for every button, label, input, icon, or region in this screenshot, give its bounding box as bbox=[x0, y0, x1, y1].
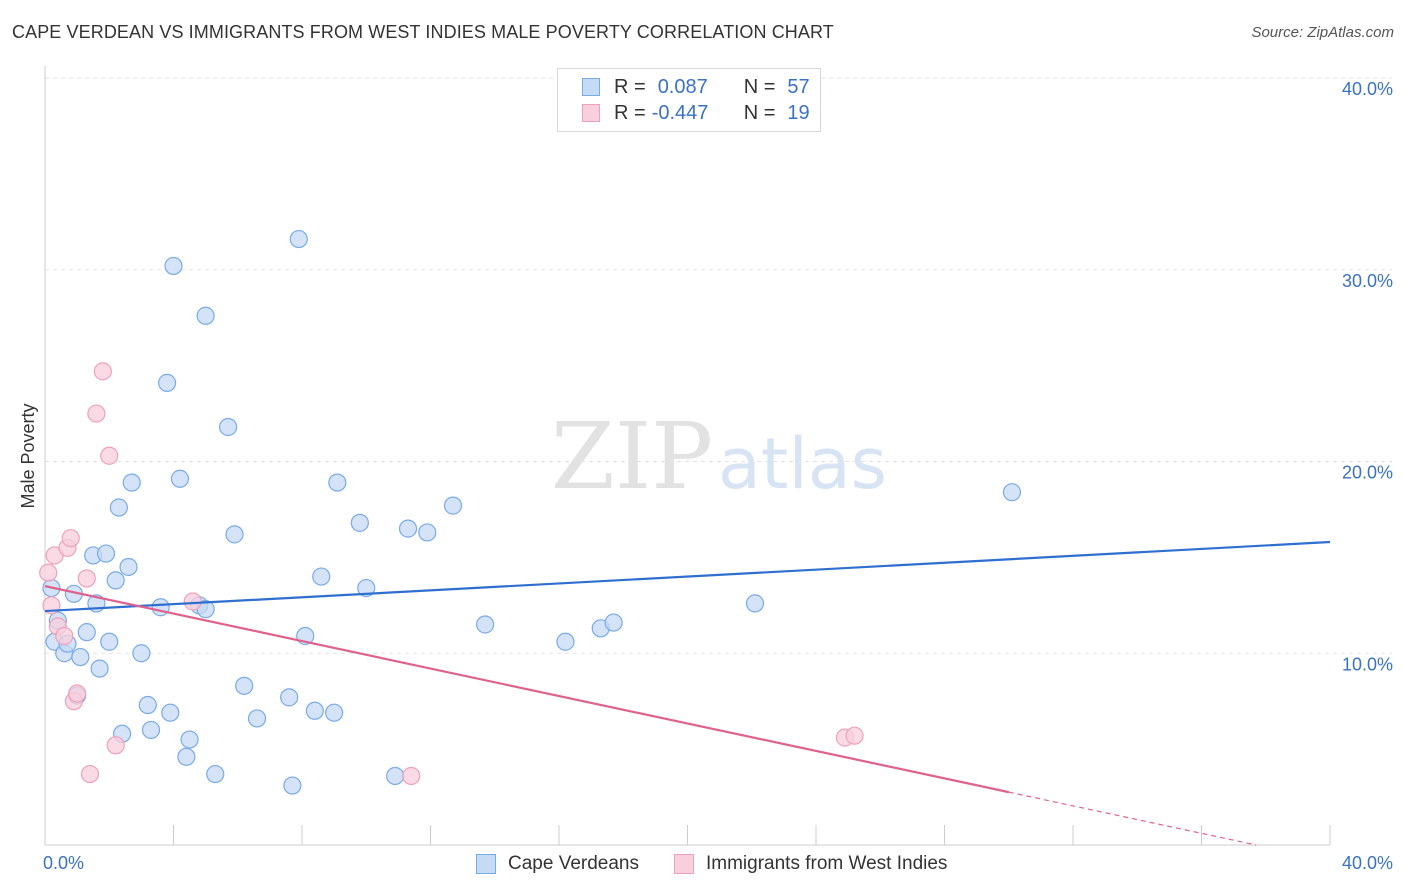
data-point-cape-verdean bbox=[106, 571, 125, 590]
data-point-cape-verdean bbox=[604, 613, 623, 632]
data-point-cape-verdean bbox=[206, 764, 225, 784]
data-point-west-indies bbox=[402, 766, 421, 786]
data-point-west-indies bbox=[77, 569, 96, 588]
legend-row-cape-verdeans: R = 0.087 N = 57 bbox=[582, 74, 810, 100]
data-point-cape-verdean bbox=[235, 676, 254, 695]
data-point-cape-verdean bbox=[122, 473, 141, 492]
data-point-cape-verdean bbox=[398, 519, 418, 538]
legend-r-label: R = bbox=[614, 75, 646, 98]
data-point-cape-verdean bbox=[443, 496, 463, 515]
legend-swatch-pink bbox=[582, 104, 600, 122]
data-point-cape-verdean bbox=[138, 695, 157, 715]
data-point-cape-verdean bbox=[247, 709, 267, 728]
legend-n-value: 57 bbox=[787, 75, 810, 98]
data-point-cape-verdean bbox=[196, 306, 215, 325]
data-point-cape-verdean bbox=[225, 525, 244, 544]
y-tick-label: 30.0% bbox=[1342, 271, 1393, 291]
legend-r-value: 0.087 bbox=[657, 75, 708, 98]
legend-r-value: -0.447 bbox=[651, 101, 709, 124]
data-point-cape-verdean bbox=[280, 688, 299, 707]
watermark-zip: ZIP bbox=[551, 403, 713, 510]
data-point-cape-verdean bbox=[119, 557, 138, 577]
data-point-west-indies bbox=[845, 726, 864, 745]
data-point-cape-verdean bbox=[476, 615, 495, 634]
axis-layer bbox=[44, 66, 1331, 846]
correlation-legend: R = 0.087 N = 57 R = -0.447 N = 19 bbox=[557, 68, 821, 132]
data-point-west-indies bbox=[68, 684, 87, 703]
y-tick-label: 40.0% bbox=[1342, 79, 1393, 99]
data-point-cape-verdean bbox=[170, 469, 190, 488]
watermark-atlas: atlas bbox=[718, 423, 887, 505]
data-point-west-indies bbox=[93, 362, 112, 381]
data-point-cape-verdean bbox=[312, 567, 331, 586]
trend-line-extension bbox=[1008, 791, 1257, 846]
trend-line-cape-verdean bbox=[44, 540, 1331, 613]
data-point-cape-verdean bbox=[283, 776, 302, 795]
data-point-cape-verdean bbox=[90, 659, 109, 678]
data-point-cape-verdean bbox=[141, 720, 161, 740]
legend-row-west-indies: R = -0.447 N = 19 bbox=[582, 100, 810, 126]
data-point-cape-verdean bbox=[357, 578, 376, 598]
data-point-west-indies bbox=[100, 446, 119, 465]
chart-title: CAPE VERDEAN VS IMMIGRANTS FROM WEST IND… bbox=[12, 22, 834, 42]
data-point-cape-verdean bbox=[71, 647, 90, 667]
data-point-cape-verdean bbox=[386, 766, 405, 786]
series-name: Cape Verdeans bbox=[508, 853, 639, 874]
data-point-cape-verdean bbox=[219, 417, 238, 437]
data-point-cape-verdean bbox=[109, 498, 128, 517]
data-point-cape-verdean bbox=[305, 701, 324, 720]
points-layer bbox=[39, 229, 1022, 795]
data-point-west-indies bbox=[55, 626, 74, 646]
data-point-cape-verdean bbox=[289, 229, 308, 249]
data-point-cape-verdean bbox=[325, 703, 344, 722]
data-point-west-indies bbox=[183, 592, 202, 611]
series-name: Immigrants from West Indies bbox=[706, 853, 948, 874]
data-point-cape-verdean bbox=[157, 373, 177, 392]
data-point-cape-verdean bbox=[96, 544, 116, 563]
data-point-west-indies bbox=[87, 404, 106, 423]
x-tick-label-min: 0.0% bbox=[43, 853, 84, 873]
series-swatch-pink bbox=[674, 854, 694, 874]
data-point-cape-verdean bbox=[100, 632, 119, 651]
data-point-west-indies bbox=[61, 529, 80, 548]
legend-n-label: N = bbox=[743, 75, 776, 98]
trend-layer bbox=[44, 540, 1331, 846]
data-point-cape-verdean bbox=[161, 703, 180, 722]
data-point-west-indies bbox=[39, 563, 58, 582]
data-point-west-indies bbox=[106, 736, 125, 755]
series-legend-west-indies: Immigrants from West Indies bbox=[674, 851, 947, 877]
data-point-cape-verdean bbox=[132, 644, 151, 663]
series-swatch-blue bbox=[476, 854, 496, 874]
data-point-cape-verdean bbox=[328, 473, 347, 492]
data-point-cape-verdean bbox=[556, 632, 575, 651]
data-point-cape-verdean bbox=[180, 730, 199, 749]
data-point-west-indies bbox=[80, 764, 100, 784]
data-point-cape-verdean bbox=[350, 513, 369, 532]
data-point-cape-verdean bbox=[418, 523, 437, 542]
legend-n-value: 19 bbox=[787, 101, 810, 124]
grid-layer bbox=[45, 77, 1392, 654]
legend-swatch-blue bbox=[582, 78, 600, 96]
data-point-cape-verdean bbox=[164, 256, 183, 276]
series-legend-cape-verdeans: Cape Verdeans bbox=[476, 851, 639, 877]
watermark: ZIP atlas bbox=[551, 403, 887, 510]
trend-line-west-indies bbox=[44, 585, 1009, 794]
legend-r-label: R = bbox=[614, 101, 646, 124]
data-point-cape-verdean bbox=[177, 747, 196, 766]
data-point-cape-verdean bbox=[77, 623, 96, 642]
data-point-cape-verdean bbox=[745, 594, 765, 613]
legend-n-label: N = bbox=[743, 101, 776, 124]
data-point-cape-verdean bbox=[1002, 483, 1022, 502]
y-tick-label: 10.0% bbox=[1342, 654, 1393, 674]
y-tick-label: 20.0% bbox=[1342, 463, 1393, 483]
y-axis-label: Male Poverty bbox=[18, 403, 38, 508]
tick-labels: 10.0% 20.0% 30.0% 40.0% 0.0% 40.0% bbox=[43, 79, 1393, 873]
x-tick-label-max: 40.0% bbox=[1342, 853, 1393, 873]
chart-source: Source: ZipAtlas.com bbox=[1251, 24, 1394, 41]
